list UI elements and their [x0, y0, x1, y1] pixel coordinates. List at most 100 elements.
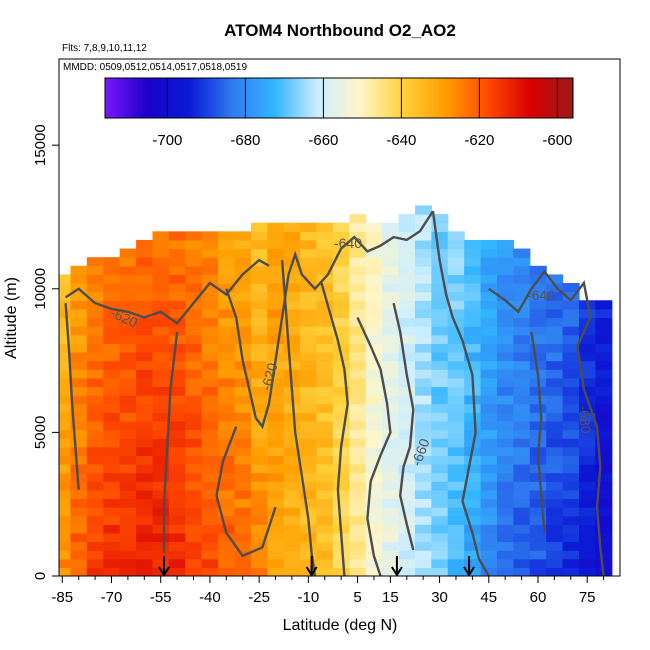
heatmap-cell	[152, 326, 170, 336]
heatmap-cell	[267, 222, 285, 232]
heatmap-cell	[365, 377, 383, 388]
heatmap-cell	[382, 550, 400, 560]
heatmap-cell	[86, 283, 104, 293]
heatmap-cell	[464, 515, 482, 525]
heatmap-cell	[595, 403, 613, 413]
heatmap-cell	[447, 567, 465, 576]
heatmap-cell	[365, 386, 383, 396]
heatmap-cell	[136, 326, 154, 336]
heatmap-cell	[234, 463, 252, 474]
heatmap-cell	[496, 343, 514, 353]
heatmap-cell	[365, 222, 383, 232]
heatmap-cell	[185, 532, 203, 543]
heatmap-cell	[349, 257, 367, 267]
heatmap-cell	[103, 395, 121, 405]
heatmap-cell	[562, 515, 580, 525]
heatmap-cell	[250, 507, 268, 517]
heatmap-cell	[283, 351, 301, 362]
heatmap-cell	[464, 524, 482, 534]
heatmap-cell	[365, 343, 383, 353]
heatmap-cell	[86, 326, 104, 336]
heatmap-cell	[332, 369, 350, 379]
heatmap-cell	[250, 438, 268, 448]
heatmap-cell	[168, 489, 186, 500]
heatmap-cell	[119, 481, 137, 491]
heatmap-cell	[136, 377, 154, 388]
heatmap-cell	[300, 550, 318, 560]
heatmap-cell	[562, 472, 580, 482]
heatmap-cell	[496, 300, 514, 310]
heatmap-cell	[529, 481, 547, 491]
heatmap-cell	[414, 308, 432, 319]
heatmap-cell	[578, 377, 596, 388]
heatmap-cell	[136, 550, 154, 560]
heatmap-cell	[546, 300, 564, 310]
heatmap-cell	[86, 550, 104, 560]
heatmap-cell	[70, 386, 88, 396]
heatmap-cell	[119, 265, 137, 276]
heatmap-cell	[70, 515, 88, 525]
heatmap-cell	[546, 472, 564, 482]
heatmap-cell	[59, 550, 72, 560]
heatmap-cell	[234, 403, 252, 413]
heatmap-cell	[398, 265, 416, 276]
heatmap-cell	[562, 403, 580, 413]
heatmap-cell	[431, 231, 449, 241]
heatmap-cell	[119, 248, 137, 258]
heatmap-cell	[480, 291, 498, 301]
heatmap-cell	[136, 412, 154, 422]
heatmap-cell	[447, 308, 465, 319]
heatmap-cell	[70, 532, 88, 543]
heatmap-cell	[70, 334, 88, 344]
heatmap-cell	[431, 239, 449, 250]
heatmap-cell	[595, 308, 613, 319]
contour-line	[280, 260, 317, 576]
heatmap-cell	[595, 481, 613, 491]
heatmap-cell	[70, 429, 88, 439]
heatmap-cell	[529, 498, 547, 508]
heatmap-cell	[578, 438, 596, 448]
heatmap-cell	[283, 446, 301, 456]
heatmap-cell	[316, 386, 334, 396]
heatmap-cell	[365, 308, 383, 319]
heatmap-cell	[398, 343, 416, 353]
heatmap-cell	[283, 532, 301, 543]
heatmap-cell	[398, 300, 416, 310]
heatmap-cell	[414, 420, 432, 431]
heatmap-cell	[185, 558, 203, 568]
heatmap-cell	[168, 231, 186, 241]
heatmap-cell	[283, 334, 301, 344]
heatmap-cell	[480, 308, 498, 319]
heatmap-cell	[513, 334, 531, 344]
heatmap-cell	[496, 377, 514, 388]
heatmap-cell	[529, 541, 547, 551]
heatmap-cell	[382, 412, 400, 422]
heatmap-cell	[513, 343, 531, 353]
heatmap-cell	[300, 481, 318, 491]
heatmap-cell	[267, 438, 285, 448]
heatmap-cell	[480, 334, 498, 344]
heatmap-cells	[59, 205, 613, 576]
heatmap-cell	[431, 317, 449, 327]
heatmap-cell	[136, 524, 154, 534]
heatmap-cell	[480, 412, 498, 422]
heatmap-cell	[152, 343, 170, 353]
heatmap-cell	[349, 420, 367, 431]
heatmap-cell	[382, 455, 400, 465]
heatmap-cell	[218, 532, 236, 543]
heatmap-cell	[185, 489, 203, 500]
heatmap-cell	[546, 532, 564, 543]
heatmap-cell	[136, 463, 154, 474]
heatmap-cell	[59, 317, 72, 327]
heatmap-cell	[283, 239, 301, 250]
heatmap-cell	[480, 248, 498, 258]
heatmap-cell	[496, 550, 514, 560]
heatmap-cell	[185, 317, 203, 327]
heatmap-cell	[414, 541, 432, 551]
heatmap-cell	[86, 541, 104, 551]
heatmap-cell	[136, 343, 154, 353]
heatmap-cell	[201, 515, 219, 525]
heatmap-cell	[365, 438, 383, 448]
heatmap-cell	[136, 265, 154, 276]
heatmap-cell	[398, 274, 416, 284]
